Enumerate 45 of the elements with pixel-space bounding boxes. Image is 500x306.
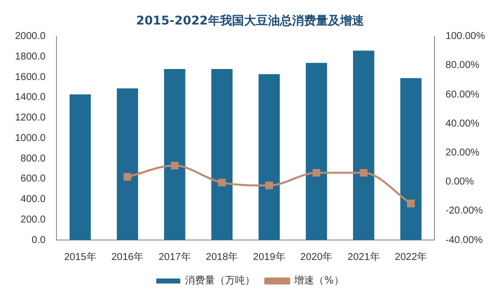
y-tick-label: 800.0 [20, 153, 46, 164]
bar [306, 62, 328, 240]
x-tick-label: 2017年 [158, 250, 191, 263]
bar [70, 94, 91, 240]
y-tick-label: 0.0 [32, 234, 46, 246]
bar [116, 88, 138, 240]
point [170, 162, 179, 170]
bar [164, 68, 186, 240]
x-tick-label: 2015年 [64, 250, 96, 263]
point [218, 178, 226, 186]
y-tick-label: 2000.0 [14, 31, 46, 42]
bar [400, 78, 422, 240]
y2-tick-label: 100.00% [446, 31, 486, 42]
x-tick-label: 2021年 [348, 250, 380, 263]
y-tick-label: 1400.0 [14, 92, 46, 104]
y-tick-label: 400.0 [20, 194, 46, 206]
y-tick-label: 200.0 [20, 214, 46, 226]
x-tick-label: 2018年 [206, 250, 238, 263]
bar [353, 50, 374, 240]
y2-tick-label: -20.00% [446, 206, 483, 217]
y2-tick-label: 40.00% [446, 118, 480, 130]
x-tick-label: 2019年 [253, 250, 286, 263]
bar [258, 74, 280, 240]
legend-label: 消费量（万吨） [185, 274, 256, 287]
y2-tick-label: 20.00% [446, 147, 480, 158]
y-tick-label: 600.0 [20, 174, 46, 185]
point [312, 168, 320, 177]
y-tick-label: 1800.0 [14, 52, 46, 63]
y-tick-label: 1000.0 [14, 132, 46, 144]
y2-tick-label: -40.00% [446, 234, 483, 246]
y-tick-label: 1600.0 [14, 72, 46, 83]
chart-title: 2015-2022年我国大豆油总消费量及增速 [136, 13, 365, 28]
point [360, 168, 368, 177]
y2-tick-label: 0.00% [446, 176, 474, 188]
y2-tick-label: 80.00% [446, 60, 480, 72]
x-tick-label: 2022年 [394, 250, 428, 263]
x-tick-label: 2020年 [300, 250, 333, 263]
point [265, 182, 274, 190]
y-tick-label: 1200.0 [14, 112, 46, 124]
y2-tick-label: 60.00% [446, 89, 480, 100]
point [124, 173, 132, 181]
point [407, 200, 415, 208]
legend-label: 增速（%） [293, 274, 344, 287]
x-tick-label: 2016年 [111, 250, 144, 263]
bar [211, 68, 233, 240]
